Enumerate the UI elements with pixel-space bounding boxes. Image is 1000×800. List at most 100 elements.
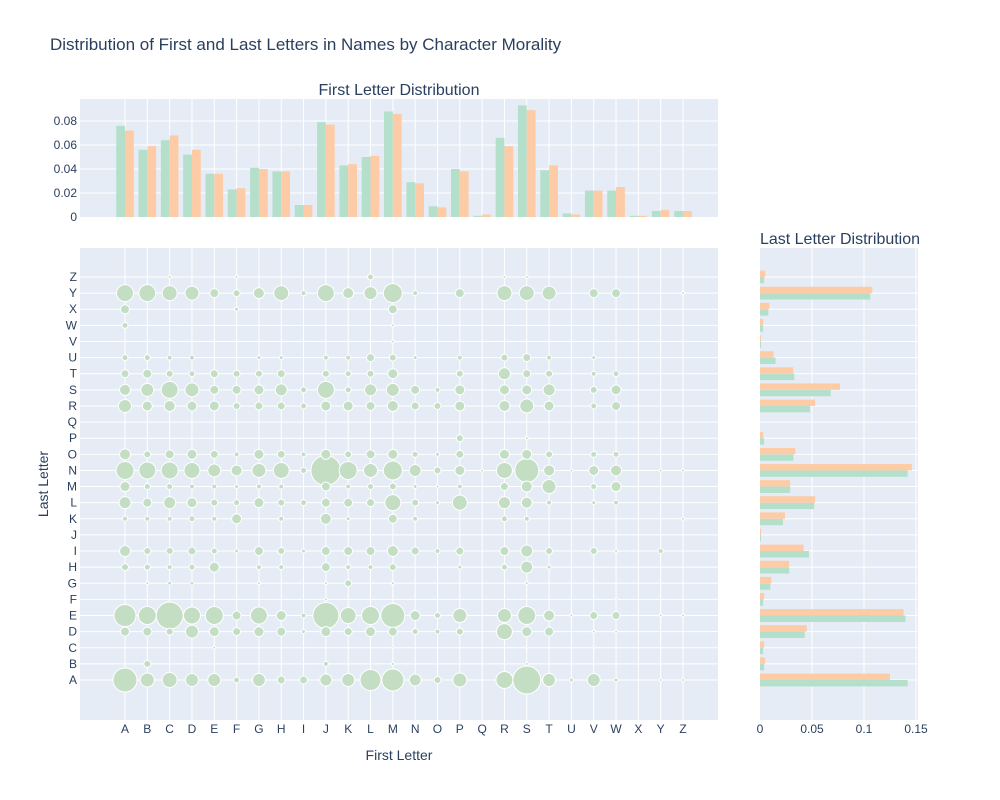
main-y-tick-label: W [66,318,78,332]
bubble [434,548,441,555]
top-bar [428,206,438,217]
bubble [455,627,464,636]
right-bar [760,609,904,616]
top-bar [504,146,514,217]
bubble [233,451,240,458]
bubble [316,380,335,399]
bubble [278,483,285,490]
right-bar [760,599,764,606]
bubble [497,496,511,510]
bubble [233,499,241,507]
bubble [520,496,533,509]
bubble [188,563,196,571]
right-bar [760,335,762,342]
bubble [167,580,173,586]
bubble [209,384,220,395]
bubble [408,673,422,687]
right-bar [760,302,770,310]
top-bar [674,211,683,217]
bubble [521,384,533,396]
bubble [320,481,331,492]
top-bar [281,171,291,217]
bubble [278,515,285,522]
bubble [232,401,241,410]
main-x-tick-label: A [121,722,129,736]
bubble [343,497,354,508]
bubble [542,673,557,687]
bubble [681,468,685,473]
main-y-tick-label: X [69,302,77,316]
top-bar [584,190,594,217]
bubble [408,463,422,477]
bubble [387,513,398,524]
main-y-tick-label: T [70,367,78,381]
top-bar [258,169,268,217]
bubble [184,285,200,301]
bubble [121,354,129,362]
bubble [211,483,218,490]
top-bar [683,211,692,217]
bubble [120,369,130,379]
bubble [142,497,153,508]
bubble [119,448,131,461]
main-y-tick-label: J [71,528,77,542]
bubble [434,451,440,457]
bubble [495,623,513,641]
bubble [210,547,218,555]
bubble [204,606,224,626]
bubble [455,369,464,378]
right-x-tick-label: 0.05 [800,722,824,736]
bubble [163,496,177,510]
top-chart-title: First Letter Distribution [319,82,480,99]
right-bar [760,286,873,294]
bubble [498,448,510,460]
bubble [381,668,405,692]
bubble [234,275,239,279]
right-x-tick-labels: 0 0.05 0.1 0.15 [757,722,928,736]
bubble [207,463,222,478]
bubble [456,354,463,361]
top-bar [339,165,349,217]
bubble [232,289,241,298]
bubble [590,370,597,377]
bubble [546,499,553,506]
bubble [382,283,403,304]
bubble [231,513,243,525]
main-x-tick-label: I [302,722,305,736]
bubble [116,284,134,303]
bubble [166,515,173,522]
bubble [390,339,395,344]
bubble [586,673,601,687]
top-y-tick-label: 0.02 [54,186,78,200]
bubble [433,401,442,410]
right-bar [760,663,765,671]
bubble [143,450,152,459]
bubble [118,496,132,510]
bubble [658,468,663,473]
x-axis-label: First Letter [366,747,433,763]
bubble [188,483,195,490]
bubble [568,677,574,683]
bubble [342,400,354,412]
main-x-tick-label: N [411,722,420,736]
top-bar [250,167,259,217]
bubble [365,400,376,411]
bubble [411,628,419,636]
bubble [343,627,353,637]
bubble [276,449,286,459]
bubble [272,461,290,479]
right-bar [760,502,815,510]
bubble [188,515,196,523]
top-bar [138,149,148,217]
right-bar [760,551,809,558]
bubble [658,678,663,682]
bubble [122,515,128,522]
bubble [143,483,151,491]
bubble [165,627,174,636]
right-bar [760,357,776,364]
bubble [166,564,173,571]
bubble [160,461,179,480]
bubble [208,626,220,638]
bubble [387,304,398,315]
right-bar [760,631,805,639]
